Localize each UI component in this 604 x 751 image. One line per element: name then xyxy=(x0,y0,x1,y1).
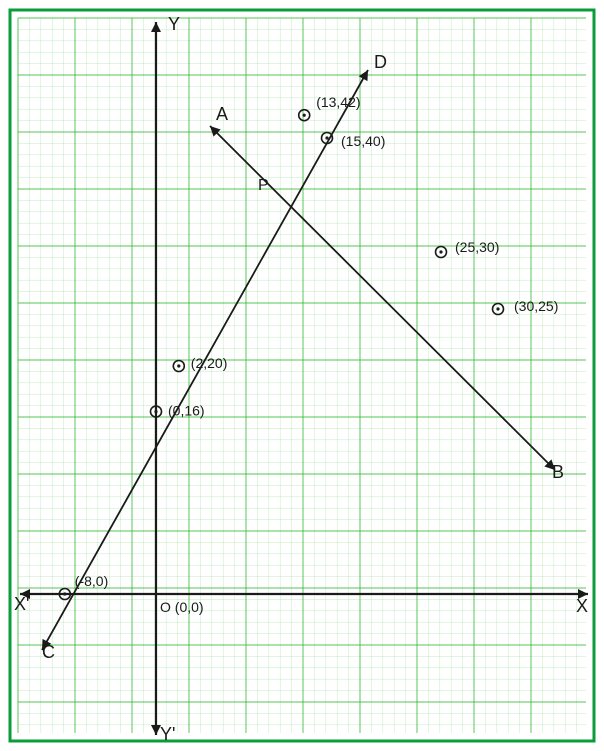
point-label: (30,25) xyxy=(514,298,558,314)
point-label: (0,16) xyxy=(168,403,205,419)
point-label: (-8,0) xyxy=(75,573,108,589)
data-point-dot xyxy=(177,364,180,367)
line-label-a: A xyxy=(216,104,228,124)
point-label: (25,30) xyxy=(455,239,499,255)
data-point-dot xyxy=(303,114,306,117)
x-neg-axis-label: X' xyxy=(14,594,29,614)
point-label: (13,42) xyxy=(316,94,360,110)
data-point-dot xyxy=(325,136,328,139)
point-label: (15,40) xyxy=(341,133,385,149)
data-point-dot xyxy=(439,250,442,253)
intersection-label: P xyxy=(258,177,269,194)
data-point-dot xyxy=(496,307,499,310)
origin-label: O (0,0) xyxy=(160,599,204,615)
y-pos-axis-label: Y xyxy=(168,14,180,34)
point-label: (2,20) xyxy=(191,355,228,371)
data-point-dot xyxy=(63,592,66,595)
line-label-c: C xyxy=(42,642,55,662)
line-label-b: B xyxy=(552,462,564,482)
line-label-d: D xyxy=(374,52,387,72)
y-neg-axis-label: Y' xyxy=(160,724,175,744)
x-pos-axis-label: X xyxy=(576,596,588,616)
data-point-dot xyxy=(154,410,157,413)
